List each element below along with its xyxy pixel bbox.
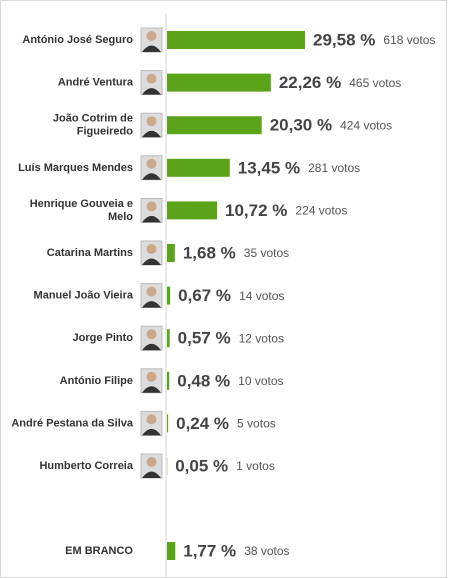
name-line: Manuel João Vieira bbox=[34, 290, 134, 302]
photo-head bbox=[147, 287, 157, 297]
vote-label: 12 votos bbox=[239, 331, 284, 345]
photo-head bbox=[147, 116, 157, 126]
photo bbox=[141, 156, 162, 180]
value-label: 1,77 % bbox=[183, 541, 236, 560]
value-label: 1,68 % bbox=[183, 243, 236, 262]
value-label: 13,45 % bbox=[238, 158, 300, 177]
photo bbox=[141, 113, 162, 137]
photo-head bbox=[147, 74, 157, 84]
candidate-name: Humberto Correia bbox=[39, 460, 133, 472]
name-line: EM BRANCO bbox=[65, 545, 133, 557]
value-label: 10,72 % bbox=[225, 201, 287, 220]
vote-label: 224 votos bbox=[295, 204, 347, 218]
photo bbox=[141, 284, 162, 308]
photo bbox=[141, 411, 162, 435]
photo bbox=[141, 369, 162, 393]
photo bbox=[141, 28, 162, 52]
candidate-name: Manuel João Vieira bbox=[34, 290, 134, 302]
value-label: 29,58 % bbox=[313, 30, 375, 49]
photo bbox=[141, 241, 162, 265]
photo-head bbox=[147, 329, 157, 339]
candidate-name: António José Seguro bbox=[22, 34, 133, 46]
name-line: Henrique Gouveia e bbox=[30, 198, 133, 210]
vote-label: 465 votos bbox=[349, 76, 401, 90]
value-label: 0,05 % bbox=[175, 456, 228, 475]
value-label: 0,57 % bbox=[178, 329, 231, 348]
name-line: Jorge Pinto bbox=[72, 332, 133, 344]
bar bbox=[167, 74, 271, 92]
photo bbox=[141, 326, 162, 350]
name-line: Melo bbox=[108, 211, 133, 223]
candidate-name: André Ventura bbox=[58, 77, 134, 89]
value-label: 20,30 % bbox=[270, 116, 332, 135]
vote-label: 424 votos bbox=[340, 118, 392, 132]
bar bbox=[167, 372, 169, 390]
name-line: Humberto Correia bbox=[39, 460, 133, 472]
name-line: Catarina Martins bbox=[47, 247, 133, 259]
bar bbox=[167, 244, 175, 262]
candidate-name: EM BRANCO bbox=[65, 545, 133, 557]
vote-label: 1 votos bbox=[236, 459, 275, 473]
candidate-name: António Filipe bbox=[60, 375, 133, 387]
name-line: André Ventura bbox=[58, 77, 134, 89]
bar bbox=[167, 329, 170, 347]
photo-head bbox=[147, 244, 157, 254]
bar bbox=[167, 159, 230, 177]
vote-label: 5 votos bbox=[237, 417, 276, 431]
photo-head bbox=[147, 457, 157, 467]
name-line: Luís Marques Mendes bbox=[18, 162, 133, 174]
photo-head bbox=[147, 201, 157, 211]
photo-head bbox=[147, 414, 157, 424]
photo-head bbox=[147, 372, 157, 382]
value-label: 22,26 % bbox=[279, 73, 341, 92]
bar bbox=[167, 542, 175, 560]
bar bbox=[167, 116, 262, 134]
photo bbox=[141, 454, 162, 478]
bar bbox=[167, 287, 170, 305]
name-line: João Cotrim de bbox=[53, 113, 133, 125]
vote-label: 14 votos bbox=[239, 289, 284, 303]
bar bbox=[167, 201, 217, 219]
vote-label: 618 votos bbox=[383, 33, 435, 47]
candidate-name: André Pestana da Silva bbox=[11, 417, 134, 429]
vote-label: 281 votos bbox=[308, 161, 360, 175]
photo-head bbox=[147, 31, 157, 41]
chart: António José Seguro 29,58 % 618 votos André… bbox=[0, 0, 450, 578]
name-line: António José Seguro bbox=[22, 34, 133, 46]
name-line: Figueiredo bbox=[77, 126, 134, 138]
name-line: André Pestana da Silva bbox=[11, 417, 134, 429]
candidate-name: Catarina Martins bbox=[47, 247, 133, 259]
value-label: 0,67 % bbox=[178, 286, 231, 305]
candidate-name: Luís Marques Mendes bbox=[18, 162, 133, 174]
bar bbox=[167, 31, 305, 49]
vote-label: 35 votos bbox=[244, 246, 289, 260]
vote-label: 10 votos bbox=[238, 374, 283, 388]
vote-label: 38 votos bbox=[244, 544, 289, 558]
bar bbox=[167, 414, 168, 432]
photo-head bbox=[147, 159, 157, 169]
photo bbox=[141, 71, 162, 95]
photo bbox=[141, 198, 162, 222]
value-label: 0,48 % bbox=[177, 371, 230, 390]
name-line: António Filipe bbox=[60, 375, 133, 387]
value-label: 0,24 % bbox=[176, 414, 229, 433]
candidate-name: Jorge Pinto bbox=[72, 332, 133, 344]
